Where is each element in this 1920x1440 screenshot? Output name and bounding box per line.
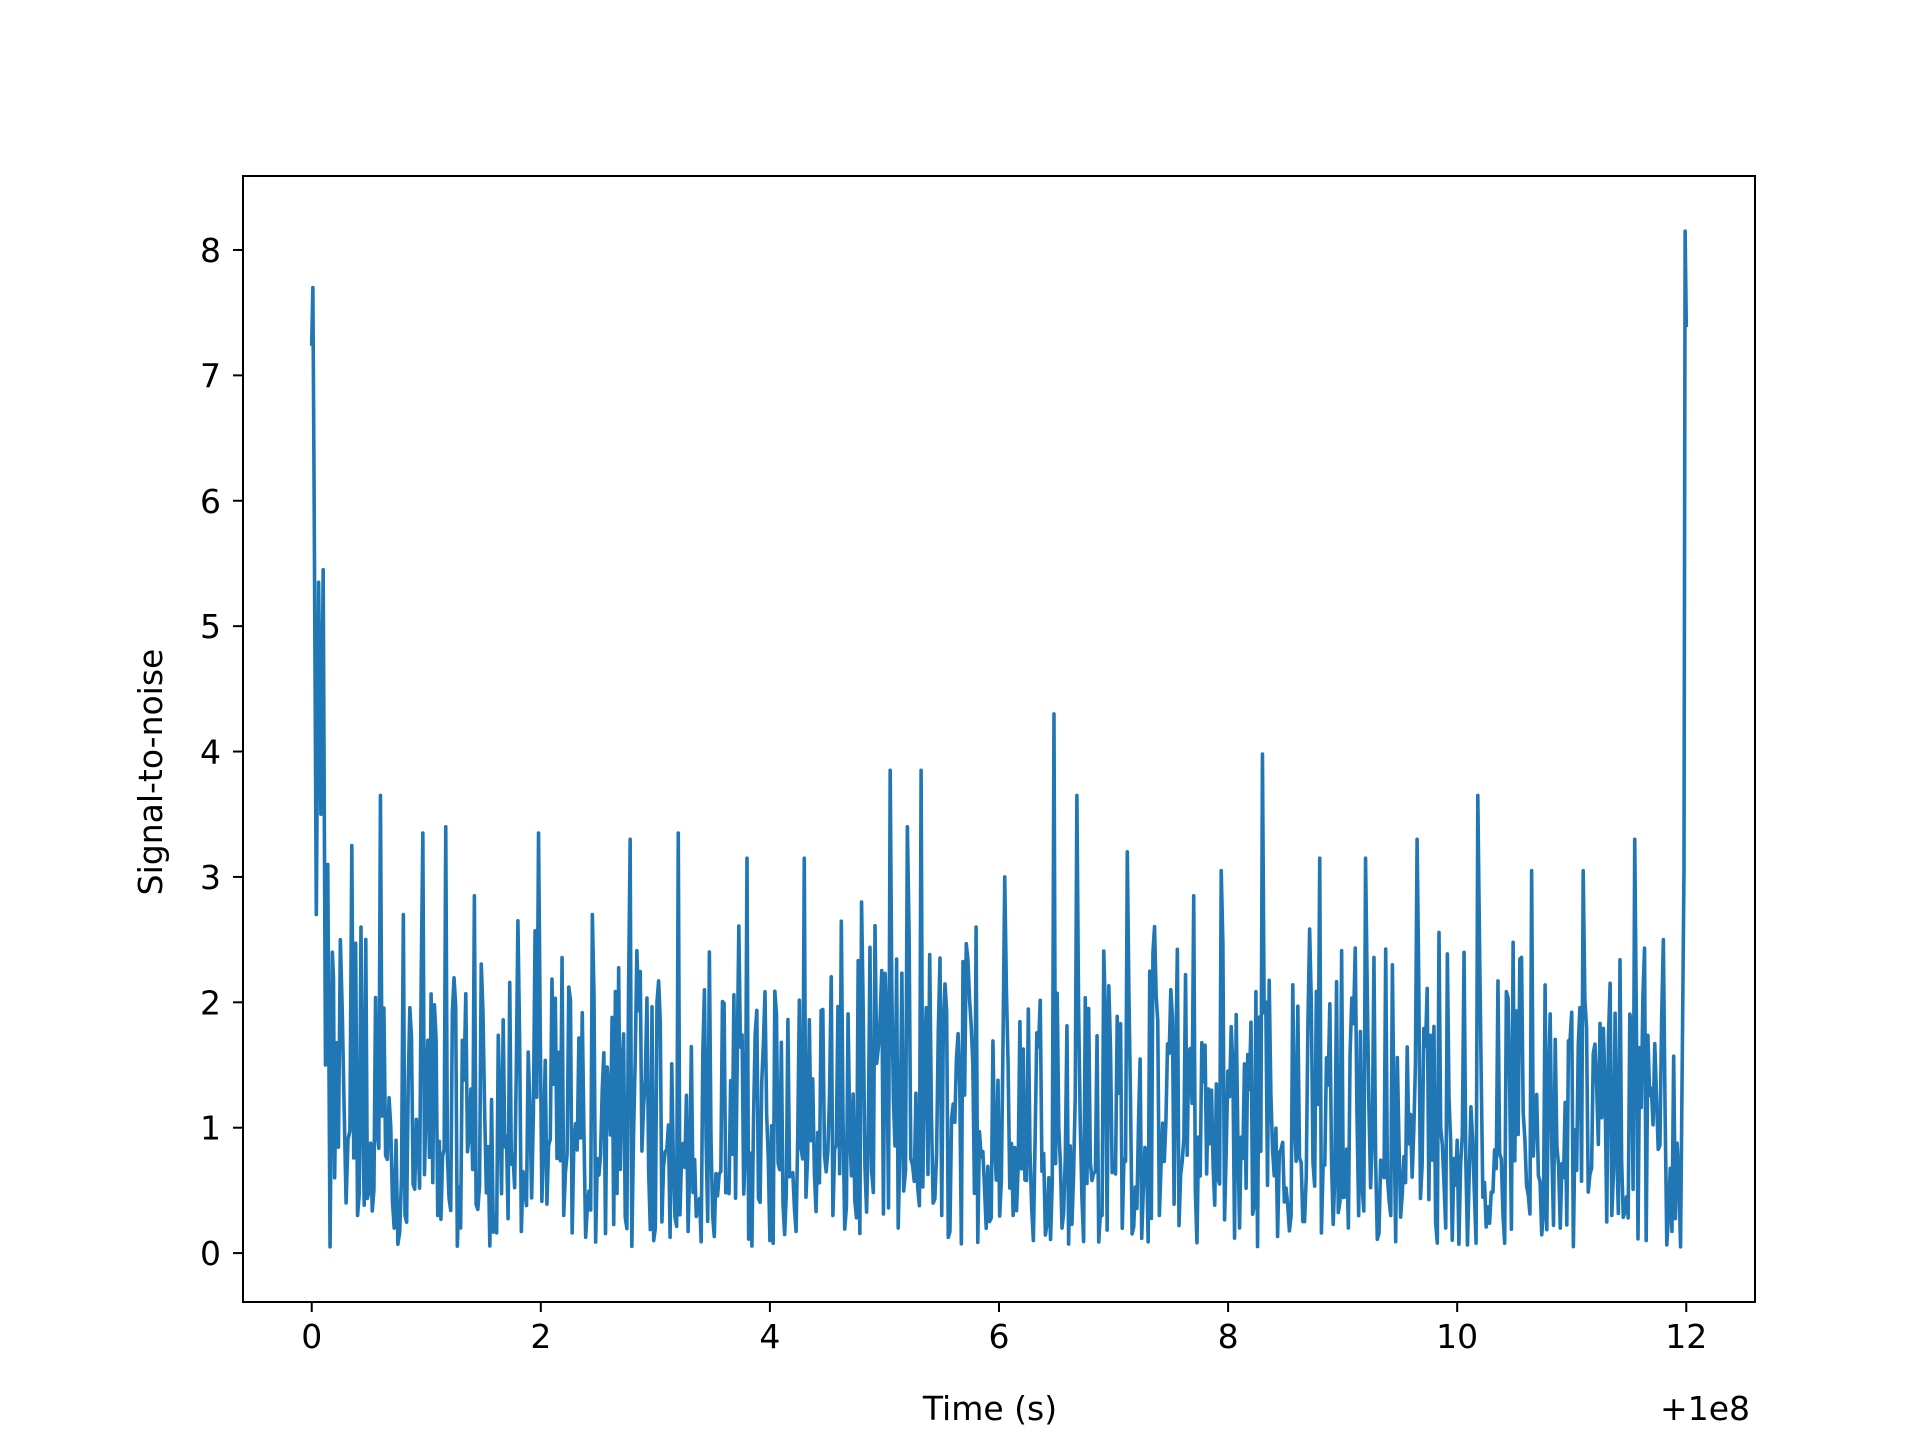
y-tick-label: 1 <box>200 1109 221 1148</box>
x-tick-label: 8 <box>1218 1317 1239 1356</box>
y-tick-label: 5 <box>200 607 221 646</box>
y-tick-label: 3 <box>200 858 221 897</box>
x-tick-label: 6 <box>989 1317 1010 1356</box>
y-axis-label: Signal-to-noise <box>131 649 170 896</box>
series-line-0 <box>309 229 1689 1249</box>
y-tick-label: 6 <box>200 482 221 521</box>
x-tick-label: 10 <box>1436 1317 1478 1356</box>
x-tick-label: 12 <box>1665 1317 1707 1356</box>
x-axis-offset-label: +1e8 <box>1660 1389 1750 1428</box>
x-tick-label: 2 <box>530 1317 551 1356</box>
plot-area <box>309 229 1689 1249</box>
x-tick-label: 0 <box>301 1317 322 1356</box>
y-tick-label: 2 <box>200 983 221 1022</box>
y-tick-label: 4 <box>200 733 221 772</box>
x-tick-label: 4 <box>759 1317 780 1356</box>
x-axis-label: Time (s) <box>922 1389 1057 1428</box>
y-tick-label: 0 <box>200 1234 221 1273</box>
y-tick-label: 7 <box>200 356 221 395</box>
y-tick-label: 8 <box>200 231 221 270</box>
